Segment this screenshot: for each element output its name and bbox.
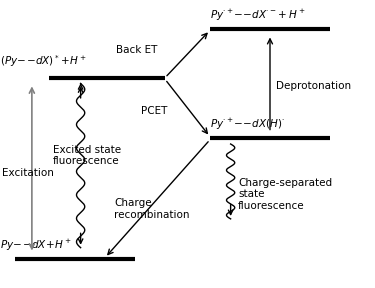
Text: $Py^{\cdot +}\!\!-\!\!-\!dX(H)^{\cdot}$: $Py^{\cdot +}\!\!-\!\!-\!dX(H)^{\cdot}$	[210, 118, 285, 132]
Text: Excited state
fluorescence: Excited state fluorescence	[53, 145, 121, 166]
Text: Excitation: Excitation	[2, 168, 54, 178]
Text: $Py\!-\!\!-\!dX\!+\!H^+$: $Py\!-\!\!-\!dX\!+\!H^+$	[0, 238, 72, 253]
Text: Charge
recombination: Charge recombination	[114, 198, 190, 219]
Text: $(Py\!-\!\!-\!dX)^*\!+\!H^+$: $(Py\!-\!\!-\!dX)^*\!+\!H^+$	[0, 53, 87, 69]
Text: $Py^{\cdot +}\!\!-\!\!-\!dX^{\cdot -}\!+H^+$: $Py^{\cdot +}\!\!-\!\!-\!dX^{\cdot -}\!+…	[210, 8, 306, 23]
Text: Deprotonation: Deprotonation	[276, 82, 351, 91]
Text: PCET: PCET	[141, 106, 167, 116]
Text: Charge-separated
state
fluorescence: Charge-separated state fluorescence	[238, 178, 332, 211]
Text: Back ET: Back ET	[116, 46, 158, 55]
